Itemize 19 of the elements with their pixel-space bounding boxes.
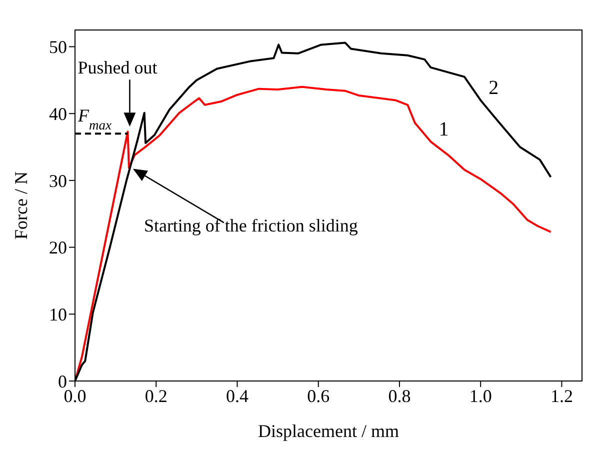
y-tick-label: 10 (49, 304, 67, 325)
x-tick-label: 0.8 (388, 386, 411, 406)
x-tick-label: 0.2 (144, 386, 168, 406)
x-tick-label: 1.2 (550, 386, 573, 406)
annotation: Starting of the friction sliding (144, 216, 358, 236)
y-tick-label: 20 (49, 238, 67, 258)
y-tick-label: 50 (49, 37, 67, 58)
series-label: 1 (438, 118, 449, 141)
annotation: Pushed out (78, 58, 158, 78)
y-tick-label: 40 (49, 104, 67, 124)
annotation: F$_{max}$ (77, 106, 112, 132)
x-tick-label: 1.0 (469, 386, 492, 406)
series-label: 2 (488, 77, 499, 100)
y-tick-label: 0 (58, 371, 67, 392)
y-tick-label: 30 (49, 170, 67, 191)
x-axis-title: Displacement / mm (258, 421, 399, 441)
x-tick-label: 0.6 (307, 386, 330, 406)
y-axis-title: Force / N (11, 172, 31, 240)
x-tick-label: 0.4 (226, 386, 248, 406)
